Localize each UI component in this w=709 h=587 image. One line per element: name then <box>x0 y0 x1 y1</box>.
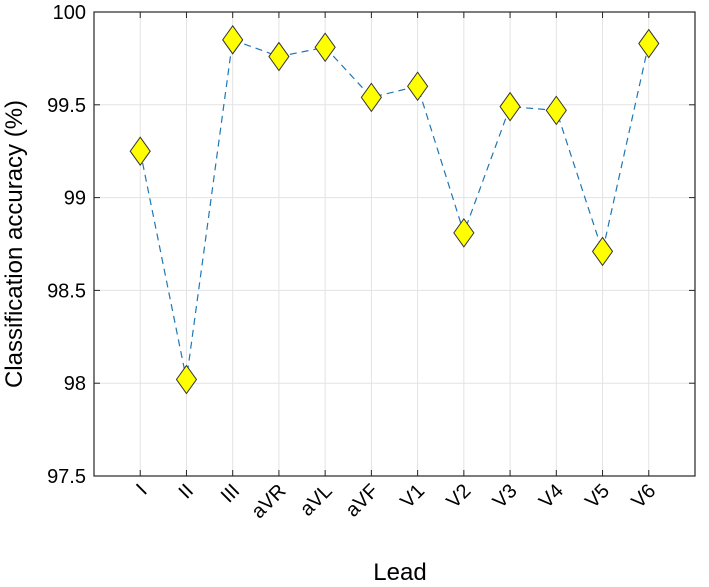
plot-area <box>94 12 695 476</box>
data-point-marker <box>545 95 567 126</box>
data-point-marker <box>407 71 429 102</box>
data-point-marker <box>175 364 198 395</box>
x-tick-label: III <box>217 480 244 507</box>
data-point-marker <box>222 24 244 55</box>
x-tick-label: II <box>175 480 198 503</box>
data-point-marker <box>314 32 336 63</box>
data-point-marker <box>499 91 521 122</box>
x-tick-label: aVR <box>247 480 290 523</box>
x-tick-label: aVL <box>296 480 337 521</box>
y-axis-title: Classification accuracy (%) <box>1 100 28 388</box>
x-tick-label: V2 <box>443 480 476 513</box>
data-point-marker <box>268 41 290 72</box>
series-markers <box>129 24 660 395</box>
x-tick-label: V5 <box>581 480 614 513</box>
y-axis-ticks: 97.5 98 98.5 99 99.5 100 <box>47 2 695 488</box>
x-axis-title: Lead <box>373 559 426 586</box>
data-point-marker <box>453 218 475 248</box>
y-tick-label: 99 <box>64 188 86 210</box>
y-tick-label: 98 <box>64 373 86 395</box>
y-tick-label: 98.5 <box>47 280 86 302</box>
plot-frame <box>93 11 696 477</box>
data-point-marker <box>638 28 660 59</box>
x-tick-label: V6 <box>627 480 660 513</box>
x-tick-label: aVF <box>341 480 382 521</box>
grid-lines <box>94 11 695 477</box>
x-tick-label: V3 <box>489 480 522 513</box>
x-tick-label: V4 <box>535 480 568 513</box>
x-tick-label: V1 <box>396 480 429 513</box>
y-tick-label: 100 <box>53 2 86 24</box>
y-tick-label: 99.5 <box>47 95 86 117</box>
data-point-marker <box>360 82 382 113</box>
series-line <box>139 39 650 380</box>
x-tick-label: I <box>132 480 151 499</box>
data-point-marker <box>591 236 614 267</box>
y-tick-label: 97.5 <box>47 466 86 488</box>
data-point-marker <box>129 136 151 167</box>
